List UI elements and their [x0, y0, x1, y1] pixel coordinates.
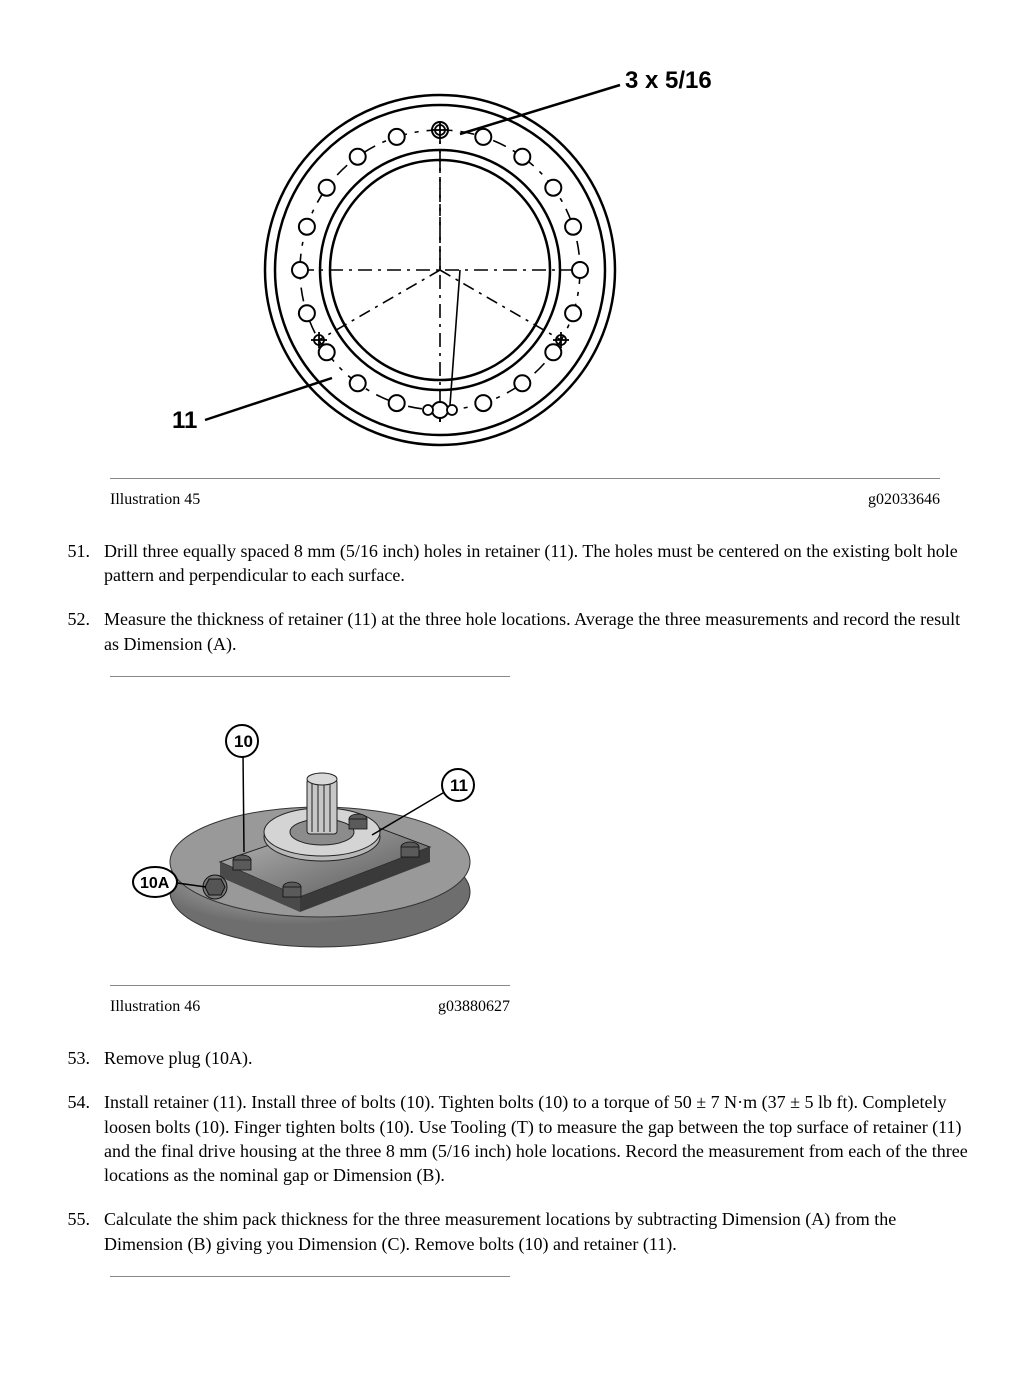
illustration-45-caption: Illustration 45 g02033646 — [110, 478, 940, 511]
callout-10: 10 — [234, 732, 253, 751]
step-number: 51. — [50, 539, 96, 588]
step-53: 53. Remove plug (10A). — [50, 1046, 974, 1070]
callout-11: 11 — [450, 776, 468, 795]
step-number: 52. — [50, 607, 96, 656]
caption-right: g03880627 — [438, 996, 510, 1018]
step-number: 53. — [50, 1046, 96, 1070]
step-text: Calculate the shim pack thickness for th… — [96, 1207, 974, 1256]
caption-right: g02033646 — [868, 489, 940, 511]
step-52: 52. Measure the thickness of retainer (1… — [50, 607, 974, 656]
step-number: 55. — [50, 1207, 96, 1256]
step-text: Drill three equally spaced 8 mm (5/16 in… — [96, 539, 974, 588]
label-11: 11 — [172, 407, 197, 434]
label-3x516: 3 x 5/16 — [625, 67, 712, 94]
step-55: 55. Calculate the shim pack thickness fo… — [50, 1207, 974, 1256]
step-text: Install retainer (11). Install three of … — [96, 1090, 974, 1187]
caption-left: Illustration 45 — [110, 489, 200, 511]
callout-10a: 10A — [140, 875, 170, 892]
illustration-45: 3 x 5/16 11 — [110, 40, 974, 466]
illustration-46: 10 11 10A — [110, 687, 974, 973]
step-text: Measure the thickness of retainer (11) a… — [96, 607, 974, 656]
caption-left: Illustration 46 — [110, 996, 200, 1018]
step-51: 51. Drill three equally spaced 8 mm (5/1… — [50, 539, 974, 588]
retainer-diagram: 3 x 5/16 11 — [110, 40, 770, 460]
step-54: 54. Install retainer (11). Install three… — [50, 1090, 974, 1187]
step-number: 54. — [50, 1090, 96, 1187]
illustration-46-caption: Illustration 46 g03880627 — [110, 985, 510, 1018]
retainer-assembly-render: 10 11 10A — [110, 687, 510, 967]
step-text: Remove plug (10A). — [96, 1046, 974, 1070]
